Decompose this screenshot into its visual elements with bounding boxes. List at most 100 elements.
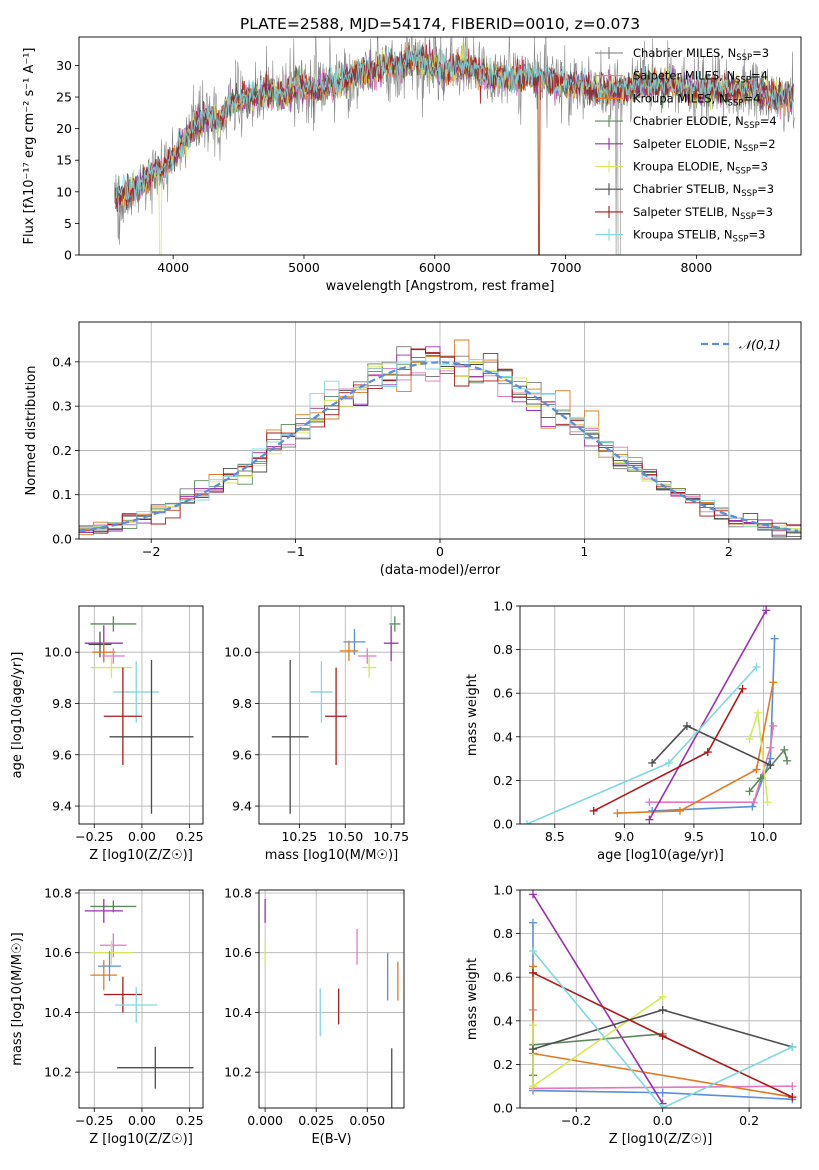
panel-0: 4000 5000 6000 7000 8000 0 5 10 15 20 25 30 waveleng… [22,36,802,294]
error-bar-point [389,616,401,632]
legend-label: Kroupa MILES, NSSP=4 [633,91,760,108]
series-line [617,682,774,814]
y-axis-label: mass weight [465,674,480,756]
x-tick-label: 10.75 [373,829,409,844]
model-spectrum-line [115,41,795,207]
axes-frame [78,889,204,1109]
legend-label-tail: =4 [760,114,777,128]
legend-label-main: Salpeter STELIB, N [633,205,740,219]
panel-3: 10.25 10.50 10.75 9.4 9.6 9.8 10.0 mass [log10(… [224,605,409,863]
y-tick-label: 0 [64,248,72,263]
series-line [652,638,776,812]
legend-label-sub: SSP [741,189,757,199]
x-tick-label: −0.25 [75,1113,113,1128]
mass-weight-series [645,721,778,807]
x-axis-label: Z [log10(Z/Z☉)] [89,848,193,863]
legend-entry: Chabrier STELIB, NSSP=3 [595,182,774,199]
legend-label-sub: SSP [735,167,751,177]
y-tick-label: 15 [56,153,72,168]
series-line [532,950,793,1108]
y-tick-label: 0.1 [52,487,72,502]
panel-6: 0.000 0.025 0.050 10.2 10.4 10.6 10.8 E(B-V) [224,885,405,1147]
x-tick-label: −0.2 [561,1113,591,1128]
x-tick-label: 4000 [157,260,189,275]
y-tick-label: 0.2 [493,773,513,788]
mass-weight-series [648,721,775,770]
x-tick-label: 10.25 [281,829,317,844]
plot-area [528,890,797,1108]
y-tick-label: 0.0 [52,532,72,547]
y-tick-label: 9.6 [232,747,252,762]
legend-label-sub: SSP [744,121,760,131]
y-tick-label: 0.6 [493,970,513,985]
legend-label: Salpeter STELIB, NSSP=3 [633,205,773,222]
axes-frame [78,321,802,540]
legend-label: 𝒩(0,1) [739,337,781,352]
mass-weight-series [613,678,778,818]
legend-label-tail: =3 [757,182,774,196]
y-tick-label: 10.2 [224,1065,252,1080]
y-tick-label: 0.2 [52,443,72,458]
x-tick-label: 6000 [419,260,451,275]
y-tick-label: 0.3 [52,399,72,414]
y-tick-label: 1.0 [493,599,513,614]
plot-area [79,339,801,538]
legend-label-main: Chabrier STELIB, N [633,182,741,196]
x-tick-label: 8000 [680,260,712,275]
mass-weight-series [528,968,797,1102]
x-tick-label: 9.5 [684,829,704,844]
legend-label-tail: =3 [756,205,773,219]
legend-label: Salpeter ELODIE, NSSP=2 [633,137,776,154]
y-axis-label: mass weight [465,958,480,1040]
series-line [748,748,788,792]
error-bar-point [271,659,309,814]
y-tick-label: 0.0 [493,817,513,832]
panel-7: −0.2 0.0 0.2 0.0 0.2 0.4 0.6 0.8 1.0 Z [log10(Z/Z… [465,883,802,1147]
error-bar-point [310,661,333,723]
error-bar-point [90,960,118,991]
error-bar-point [358,648,377,664]
y-tick-label: 0.4 [493,1013,513,1028]
x-tick-label: 5000 [288,260,320,275]
panel-4: 8.5 9.0 9.5 10.0 0.0 0.2 0.4 0.6 0.8 1.0 age [log1… [465,599,802,863]
y-tick-label: 25 [56,90,72,105]
legend-label-tail: =2 [759,137,776,151]
error-bar-point [88,631,112,658]
y-axis-label: age [log10(age/yr)] [10,652,25,779]
x-tick-label: −1 [286,544,304,559]
axes-frame [519,605,802,825]
x-tick-label: 0 [436,544,444,559]
legend-label-main: Chabrier ELODIE, N [633,114,744,128]
legend-label: Kroupa STELIB, NSSP=3 [633,228,765,245]
y-tick-label: 9.8 [232,696,252,711]
x-tick-label: 7000 [550,260,582,275]
mass-weight-series [528,947,797,1108]
plot-area [271,616,401,814]
x-tick-label: 0.25 [176,829,204,844]
y-tick-label: 0.0 [493,1101,513,1116]
figure-title: PLATE=2588, MJD=54174, FIBERID=0010, z=0… [240,15,640,33]
x-tick-label: 0.00 [128,829,156,844]
error-bar-point [98,951,121,982]
y-tick-label: 1.0 [493,883,513,898]
y-tick-label: 10.6 [44,945,72,960]
legend-entry: Kroupa ELODIE, NSSP=3 [595,160,768,177]
error-bar-point [101,648,125,664]
panel-2: −0.25 0.00 0.25 9.4 9.6 9.8 10.0 Z [log10(Z/Z☉)… [10,605,204,863]
legend-label-main: Chabrier MILES, N [633,46,736,60]
y-tick-label: 10.8 [224,885,252,900]
legend-label-sub: SSP [736,53,752,63]
x-axis-label: (data-model)/error [380,563,501,578]
legend-label: Chabrier ELODIE, NSSP=4 [633,114,777,131]
legend-entry: Chabrier ELODIE, NSSP=4 [595,114,777,131]
error-bar-point [84,898,123,923]
series-line [532,893,664,1105]
x-axis-label: Z [log10(Z/Z☉)] [89,1132,193,1147]
y-tick-label: 10.4 [224,1005,252,1020]
normal-distribution-line [79,361,799,533]
y-tick-label: 10.2 [44,1065,72,1080]
legend-label-sub: SSP [733,235,749,245]
legend-label-sub: SSP [735,76,751,86]
x-tick-label: 2 [725,544,733,559]
